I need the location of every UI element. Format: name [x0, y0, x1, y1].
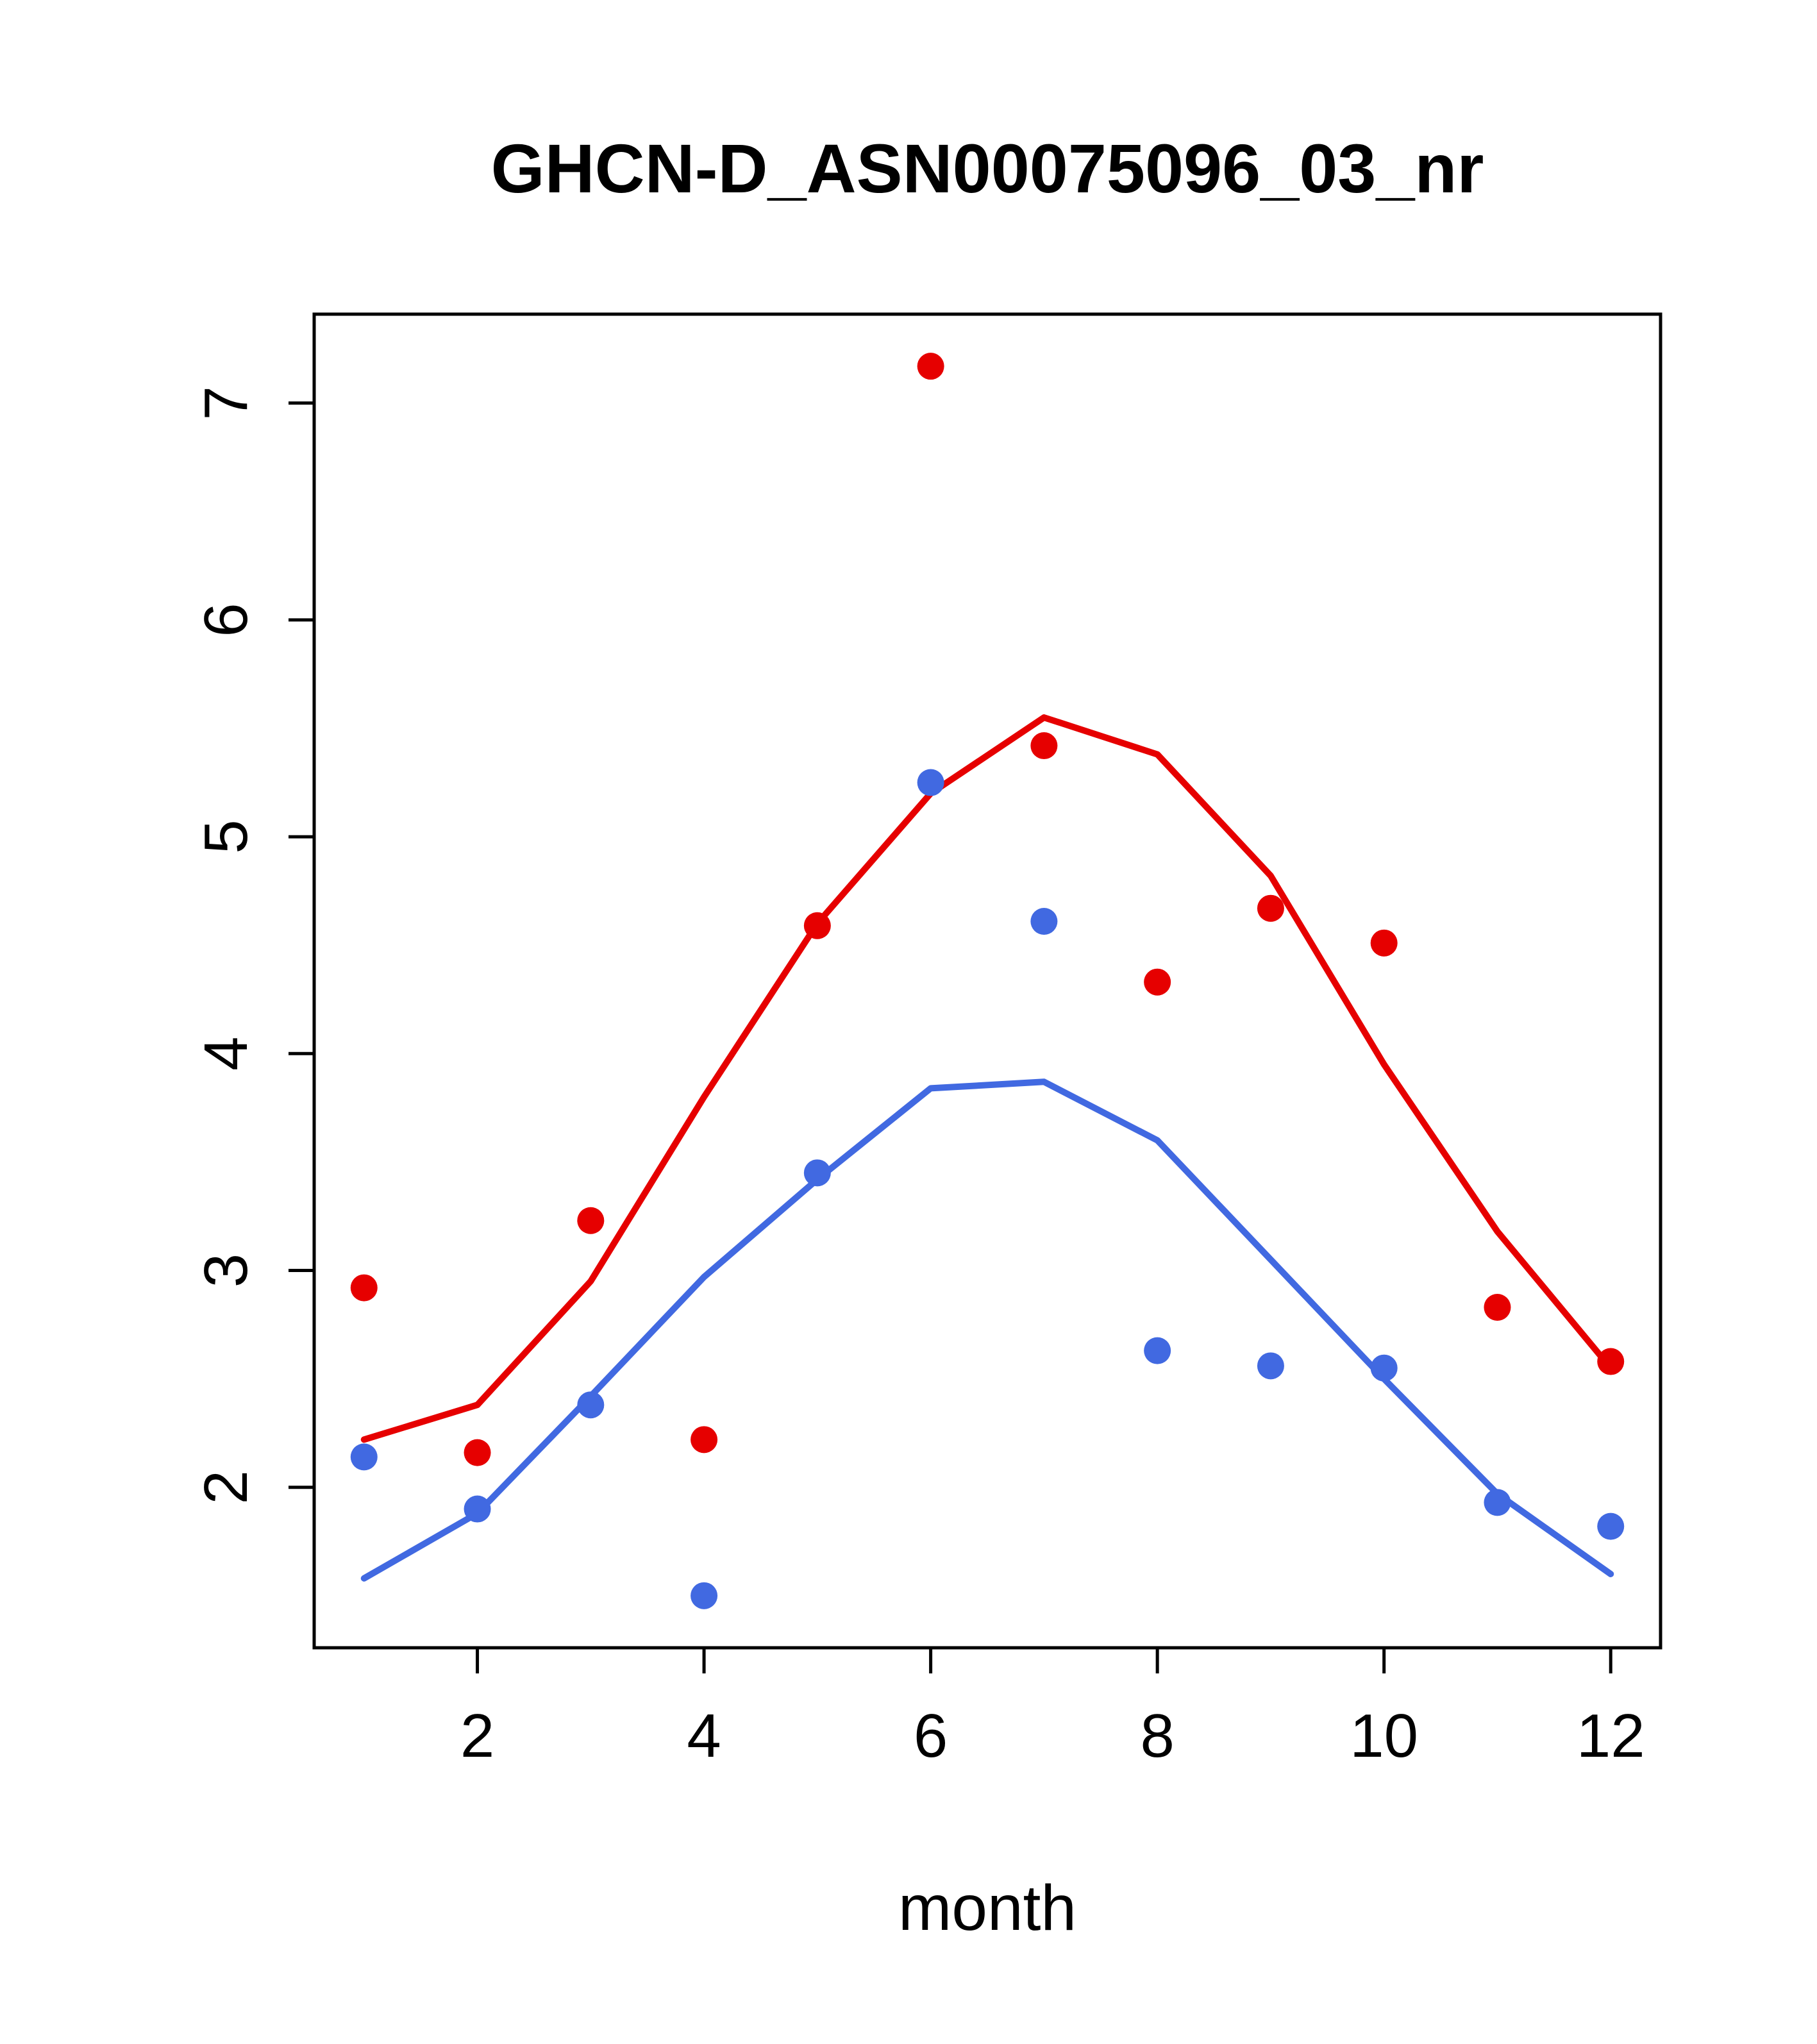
x-axis-ticks: 2 4 6 8 10 12	[460, 1648, 1645, 1770]
blue-points-point	[803, 1159, 831, 1187]
blue-points-point	[1030, 907, 1058, 935]
red-points-point	[464, 1439, 491, 1466]
red-points-point	[917, 353, 944, 380]
blue-line	[360, 1078, 1614, 1582]
x-tick-label: 10	[1350, 1702, 1418, 1770]
series-points	[350, 353, 1625, 1609]
x-tick-label: 2	[460, 1702, 494, 1770]
blue-points-point	[1257, 1352, 1284, 1380]
red-points-point	[1370, 929, 1398, 957]
blue-points-point	[350, 1443, 378, 1471]
red-points-point	[1484, 1294, 1511, 1321]
red-points-point	[1030, 732, 1058, 760]
blue-points-point	[1484, 1489, 1511, 1516]
red-points-point	[1597, 1348, 1625, 1375]
red-points-point	[803, 912, 831, 939]
blue-points-point	[1144, 1337, 1171, 1364]
blue-points-point	[1370, 1354, 1398, 1382]
red-points-point	[350, 1274, 378, 1302]
chart-title: GHCN-D_ASN00075096_03_nr	[491, 130, 1484, 207]
y-tick-label: 7	[192, 386, 260, 420]
blue-points-point	[577, 1391, 605, 1419]
y-axis-ticks: 2 3 4 5 6 7	[192, 386, 314, 1504]
blue-points-point	[464, 1495, 491, 1523]
blue-points-point	[691, 1582, 718, 1609]
blue-points-point	[917, 769, 944, 796]
red-points-point	[1144, 968, 1171, 996]
x-tick-label: 6	[914, 1702, 948, 1770]
x-tick-label: 12	[1577, 1702, 1645, 1770]
x-tick-label: 8	[1140, 1702, 1174, 1770]
series-lines	[360, 714, 1614, 1582]
blue-points-point	[1597, 1512, 1625, 1540]
y-tick-label: 4	[192, 1037, 260, 1071]
y-tick-label: 5	[192, 819, 260, 853]
y-tick-label: 3	[192, 1253, 260, 1287]
red-points-point	[577, 1207, 605, 1234]
x-axis-label: month	[898, 1872, 1076, 1944]
y-tick-label: 2	[192, 1470, 260, 1504]
y-tick-label: 6	[192, 603, 260, 637]
plot-frame	[312, 312, 1662, 1650]
red-points-point	[1257, 894, 1284, 922]
red-points-point	[691, 1426, 718, 1453]
x-tick-label: 4	[687, 1702, 721, 1770]
red-line	[360, 714, 1614, 1443]
